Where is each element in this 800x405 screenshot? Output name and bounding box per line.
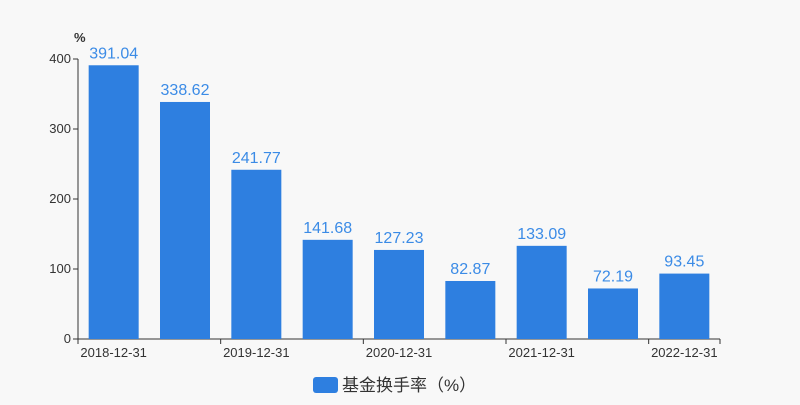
bar: [445, 280, 496, 339]
bars: 391.04 338.62 241.77 141.68 127.23 82.87 133.0…: [88, 45, 710, 339]
y-tick-label: 100: [49, 261, 71, 276]
bar: [160, 101, 210, 339]
y-tick-label: 300: [49, 121, 71, 136]
legend-label: 基金换手率（%）: [342, 376, 476, 395]
y-tick-label: 0: [64, 331, 71, 346]
legend[interactable]: 基金换手率（%）: [313, 376, 476, 395]
bar-value-label: 241.77: [232, 150, 281, 167]
bar: [659, 273, 710, 339]
y-axis-unit-label: %: [74, 30, 86, 45]
bar: [231, 169, 282, 339]
x-tick-label: 2020-12-31: [366, 345, 433, 360]
x-tick-label: 2021-12-31: [508, 345, 575, 360]
x-tick-label: 2022-12-31: [651, 345, 718, 360]
bar-value-label: 82.87: [450, 261, 490, 278]
x-tick-label: 2018-12-31: [80, 345, 147, 360]
bar: [88, 65, 139, 339]
y-tick-label: 200: [49, 191, 71, 206]
bar-value-label: 72.19: [593, 268, 633, 285]
x-axis: 2018-12-31 2019-12-31 2020-12-31 2021-12-31…: [77, 338, 721, 360]
bar-value-label: 127.23: [375, 230, 424, 247]
y-axis: 0 100 200 300 400: [49, 51, 79, 346]
bar: [588, 288, 638, 339]
x-tick-label: 2019-12-31: [223, 345, 290, 360]
bar-value-label: 93.45: [664, 254, 704, 271]
legend-swatch: [313, 377, 338, 393]
bar-value-label: 141.68: [303, 220, 352, 237]
bar: [516, 245, 567, 339]
bar: [374, 249, 424, 339]
bar-value-label: 338.62: [161, 82, 210, 99]
bar: [302, 239, 353, 339]
bar-value-label: 391.04: [89, 45, 138, 62]
bar-value-label: 133.09: [517, 226, 566, 243]
y-tick-label: 400: [49, 51, 71, 66]
